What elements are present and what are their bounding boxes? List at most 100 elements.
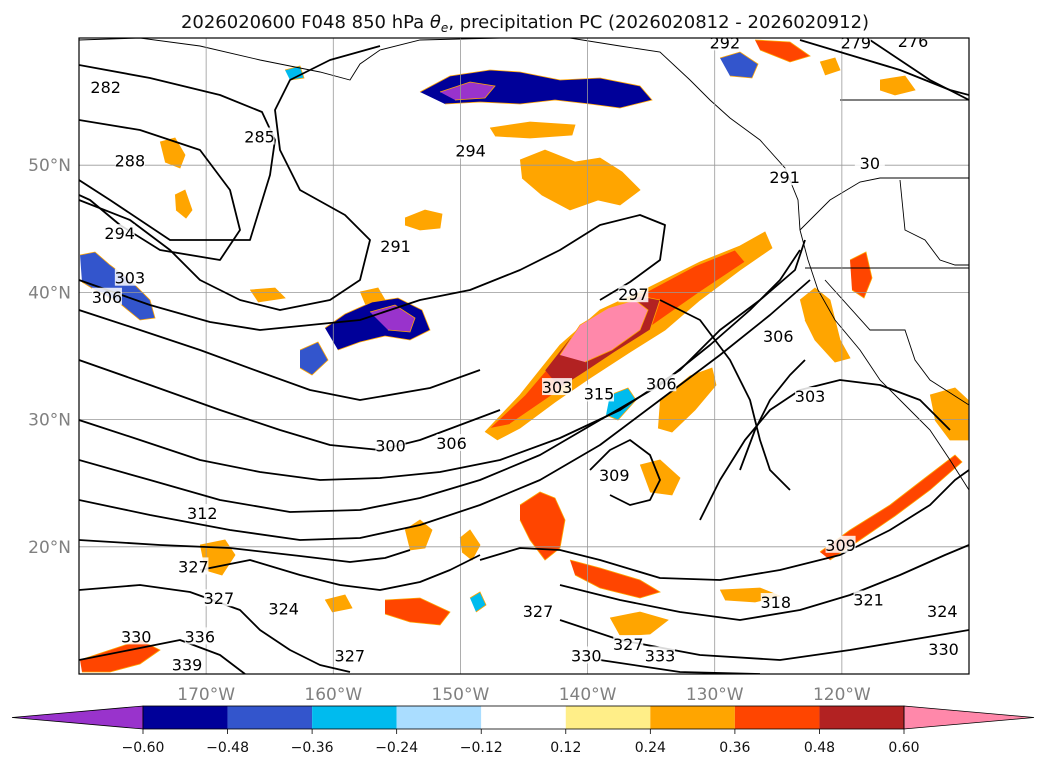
colorbar-under-triangle bbox=[11, 705, 144, 730]
colorbar-cell bbox=[819, 706, 904, 729]
colorbar-cell bbox=[734, 706, 820, 729]
coastline bbox=[79, 38, 501, 81]
theta-e-contour-label: 303 bbox=[115, 269, 146, 288]
theta-e-contour-label: 282 bbox=[90, 78, 121, 97]
contour-label-bg bbox=[455, 141, 486, 159]
theta-e-contour-label: 327 bbox=[335, 646, 366, 665]
contour-label-bg bbox=[795, 386, 826, 404]
contour-label-bg bbox=[334, 646, 365, 664]
precip-region bbox=[369, 304, 416, 333]
theta-e-contour bbox=[79, 64, 276, 241]
precip-region bbox=[459, 529, 481, 561]
theta-e-contour-label: 327 bbox=[613, 635, 644, 654]
precip-region bbox=[819, 57, 841, 76]
contour-label-bg bbox=[114, 268, 145, 286]
lon-tick-label: 170°W bbox=[177, 685, 235, 705]
precip-region bbox=[754, 39, 811, 63]
contour-label-bg bbox=[375, 436, 406, 454]
theta-e-contour bbox=[79, 214, 666, 331]
theta-e-contour-label: 303 bbox=[795, 387, 826, 406]
theta-e-contour-label: 291 bbox=[769, 168, 800, 187]
theta-e-contour bbox=[659, 299, 791, 491]
lat-tick-label: 20°N bbox=[28, 538, 71, 558]
theta-e-contour bbox=[559, 544, 969, 621]
precip-region bbox=[719, 51, 759, 79]
colorbar-cell bbox=[227, 706, 313, 729]
theta-e-contour bbox=[79, 45, 381, 311]
contour-label-bg bbox=[571, 646, 602, 664]
precip-region bbox=[609, 611, 669, 637]
theta-e-contour-label: 327 bbox=[204, 589, 235, 608]
lon-tick-label: 140°W bbox=[559, 685, 617, 705]
contour-label-bg bbox=[90, 77, 121, 95]
lon-tick-label: 160°W bbox=[304, 685, 362, 705]
title-theta: θ bbox=[430, 12, 441, 33]
contour-label-bg bbox=[618, 285, 649, 303]
theta-e-contour bbox=[79, 309, 481, 401]
colorbar-tick-label: 0.24 bbox=[635, 740, 666, 756]
theta-e-contour-label: 294 bbox=[104, 224, 135, 243]
title-prefix: 2026020600 F048 850 hPa bbox=[181, 12, 430, 33]
theta-e-contour bbox=[799, 39, 969, 96]
theta-e-contour-label: 306 bbox=[436, 434, 467, 453]
theta-e-contour bbox=[599, 659, 761, 674]
precip-region bbox=[199, 539, 236, 576]
colorbar-tick-label: −0.24 bbox=[375, 740, 418, 756]
theta-e-contour-label: 312 bbox=[187, 504, 218, 523]
contour-label-bg bbox=[760, 593, 791, 611]
colorbar: −0.60 −0.48 −0.36 −0.24 −0.12 0.12 0.24 0.36 0.4… bbox=[11, 705, 1035, 756]
theta-e-contour-label: 306 bbox=[763, 327, 794, 346]
latitude-tick-labels: 50°N 40°N 30°N 20°N bbox=[28, 156, 71, 558]
precip-region bbox=[519, 491, 566, 561]
colorbar-over-triangle bbox=[903, 705, 1035, 730]
lat-tick-label: 30°N bbox=[28, 411, 71, 431]
precip-region bbox=[299, 341, 329, 376]
theta-e-contour-label: 291 bbox=[380, 237, 411, 256]
theta-e-contour-label: 306 bbox=[92, 288, 123, 307]
colorbar-tick-label: −0.12 bbox=[460, 740, 503, 756]
contour-label-bg bbox=[104, 224, 135, 242]
theta-e-contour bbox=[79, 239, 806, 481]
colorbar-tick-labels: −0.60 −0.48 −0.36 −0.24 −0.12 0.12 0.24 0.36 0.4… bbox=[122, 729, 920, 756]
title-suffix: , precipitation PC (2026020812 - 2026020… bbox=[448, 12, 869, 33]
theta-e-contour-label: 294 bbox=[455, 141, 486, 160]
theta-e-contour bbox=[589, 439, 661, 506]
theta-e-contour-label: 336 bbox=[185, 627, 216, 646]
theta-e-contour-label: 327 bbox=[178, 557, 209, 576]
precip-region bbox=[284, 65, 305, 81]
theta-e-contour-label: 309 bbox=[599, 466, 630, 485]
contour-label-bg bbox=[927, 601, 958, 619]
precip-region bbox=[489, 121, 576, 139]
coastline bbox=[824, 279, 969, 406]
theta-e-contour-label: 30 bbox=[860, 154, 880, 173]
contour-label-bg bbox=[172, 655, 203, 673]
theta-e-contour-label: 324 bbox=[268, 599, 299, 618]
contour-label-bg bbox=[646, 374, 677, 392]
precip-region bbox=[819, 454, 963, 561]
colorbar-tick-label: 0.12 bbox=[550, 740, 581, 756]
colorbar-tick-label: −0.60 bbox=[122, 740, 165, 756]
contour-label-bg bbox=[178, 557, 209, 575]
contour-label-bg bbox=[769, 168, 800, 186]
colorbar-cell bbox=[481, 706, 566, 729]
coastline-layer bbox=[79, 38, 969, 491]
precip-region bbox=[799, 287, 851, 363]
contour-label-bg bbox=[114, 151, 145, 169]
precip-region bbox=[384, 597, 451, 626]
contour-label-bg bbox=[898, 38, 929, 50]
theta-e-contour bbox=[79, 639, 246, 674]
lon-tick-label: 120°W bbox=[813, 685, 871, 705]
contour-label-bg bbox=[825, 535, 856, 553]
colorbar-tick-label: −0.36 bbox=[291, 740, 334, 756]
contour-label-bg bbox=[853, 590, 884, 608]
theta-e-contour-label: 315 bbox=[584, 384, 615, 403]
theta-e-contour bbox=[199, 554, 481, 591]
precip-region bbox=[559, 299, 649, 363]
precip-region bbox=[469, 591, 487, 613]
theta-e-contour bbox=[79, 119, 241, 261]
lon-tick-label: 150°W bbox=[432, 685, 490, 705]
theta-e-contour-label: 330 bbox=[571, 646, 602, 665]
theta-e-contour-label: 276 bbox=[898, 32, 929, 51]
